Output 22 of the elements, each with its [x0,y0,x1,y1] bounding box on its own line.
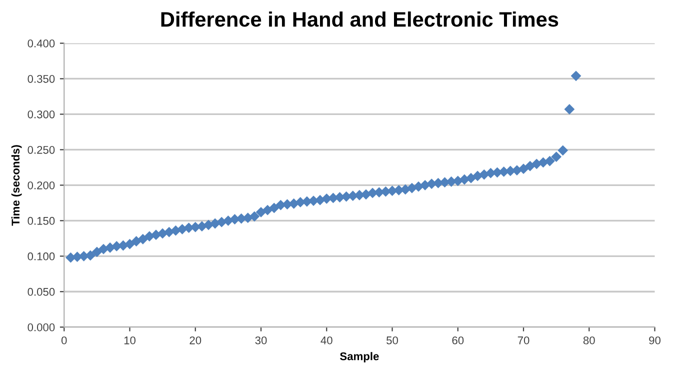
x-tick-label: 50 [386,336,398,344]
y-tick-label: 0.100 [28,252,55,260]
x-tick-label: 20 [190,336,202,344]
y-tick-label: 0.200 [28,181,55,190]
x-tick-label: 80 [583,336,595,344]
x-tick-label: 0 [61,336,67,344]
x-axis-title: Sample [340,352,379,362]
y-tick-label: 0.350 [28,74,55,83]
y-tick-label: 0.000 [28,323,55,332]
x-tick-label: 40 [320,336,332,344]
x-tick-label: 10 [124,336,136,344]
y-tick-label: 0.050 [28,288,55,296]
y-tick-label: 0.150 [28,216,55,225]
y-axis-title: Time (seconds) [11,145,22,226]
x-tick-label: 90 [649,336,660,344]
y-tick-label: 0.250 [28,146,55,154]
y-tick-label: 0.400 [28,40,55,48]
x-tick-label: 70 [518,336,530,344]
x-tick-label: 30 [255,336,267,344]
chart-title: Difference in Hand and Electronic Times [161,11,558,27]
y-tick-label: 0.300 [28,110,55,118]
x-tick-label: 60 [452,336,464,344]
